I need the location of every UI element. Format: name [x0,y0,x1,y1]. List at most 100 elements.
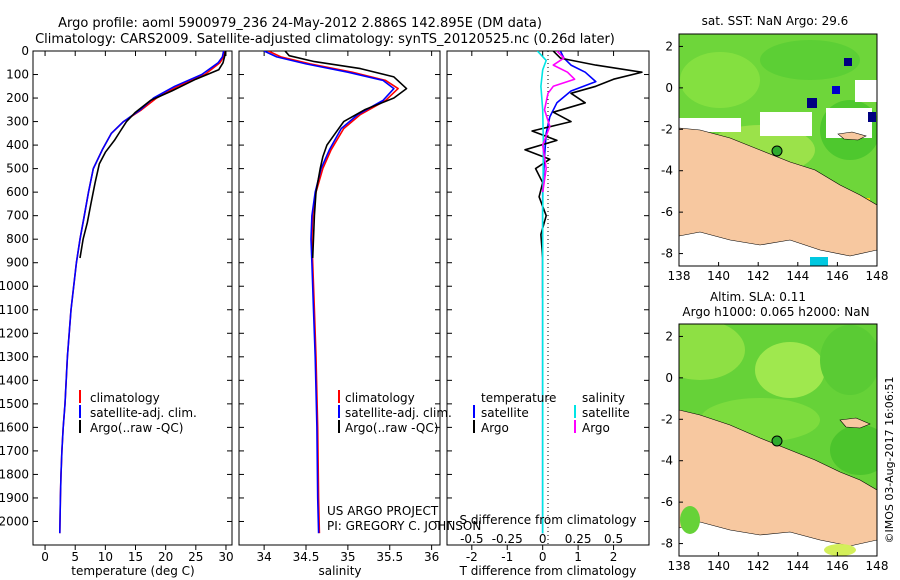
depth-tick-label: 1100 [0,303,29,317]
depth-tick-label: 400 [6,138,29,152]
map-lat-label: -2 [661,122,673,136]
depth-tick-label: 800 [6,232,29,246]
map-lat-label: 0 [665,371,673,385]
legend-argo: Argo(..raw -QC) [345,421,438,435]
temperature-legend: climatology satellite-adj. clim. Argo(..… [79,390,197,435]
map-lon-label: 140 [707,559,730,573]
map-lat-label: -6 [661,495,673,509]
depth-tick-label: 1500 [0,397,29,411]
cold-pixel [807,98,817,108]
x-tick-label: 34.5 [293,550,320,564]
depth-tick-label: 200 [6,91,29,105]
x-tick-label: 25 [188,550,203,564]
x-tick-label: 30 [218,550,233,564]
depth-axis: 0 100 200 300 400 500 600 700 800 900 1000 1100 1200… [0,44,649,528]
salinity-series [263,51,408,534]
x-tick-label: 15 [128,550,143,564]
legend-argo: Argo(..raw -QC) [90,421,183,435]
sla-map-axes: 138 140 142 144 146 148 2 0 -2 -4 -6 -8 [661,329,888,573]
series-line-argo [524,51,643,298]
depth-tick-label: 0 [21,44,29,58]
depth-tick-label: 1000 [0,279,29,293]
sst-map-title: sat. SST: NaN Argo: 29.6 [702,14,849,28]
difference-legend: temperature satellite Argo salinity sate… [473,391,630,435]
x-tick-label: -2 [466,550,478,564]
argo-float-marker [771,145,783,157]
sla-map-frame [678,323,878,557]
series-line-climatology [59,51,226,534]
temperature-panel-frame [32,50,233,546]
cold-pixel [844,58,852,66]
map-lat-label: -4 [661,454,673,468]
depth-tick-label: 100 [6,68,29,82]
x-tick-label: -1 [501,550,513,564]
legend-salinity-heading: salinity [582,391,625,405]
s-diff-tick-label: 0 [539,532,547,546]
series-line-argo-raw-qc- [79,51,227,259]
depth-tick-label: 1600 [0,420,29,434]
map-lon-label: 138 [668,269,691,283]
x-tick-label: 36 [424,550,439,564]
series-line-climatology [267,51,399,534]
map-lon-label: 138 [668,559,691,573]
depth-tick-label: 1900 [0,491,29,505]
map-lon-label: 142 [747,559,770,573]
depth-tick-label: 1800 [0,467,29,481]
depth-tick-label: 1300 [0,350,29,364]
depth-tick-label: 700 [6,209,29,223]
temperature-series [59,51,227,534]
x-tick-label: 20 [158,550,173,564]
sst-map [679,34,877,266]
land-island [837,131,867,141]
x-tick-label: 2 [610,550,618,564]
depth-tick-label: 900 [6,256,29,270]
map-lat-label: -2 [661,412,673,426]
s-diff-tick-label: -0.25 [492,532,523,546]
map-lon-label: 140 [707,269,730,283]
map-lat-label: 2 [665,39,673,53]
legend-s-argo: Argo [582,421,610,435]
sla-map-subtitle: Argo h1000: 0.065 h2000: NaN [682,305,869,319]
salinity-legend: climatology satellite-adj. clim. Argo(..… [338,390,452,435]
legend-s-satellite: satellite [582,406,630,420]
s-diff-tick-label: -0.5 [460,532,483,546]
argo-float-marker [771,435,783,447]
x-tick-label: 0 [41,550,49,564]
map-lat-label: -4 [661,164,673,178]
sst-map-axes: 138 140 142 144 146 148 2 0 -2 -4 -6 -8 [661,39,888,283]
series-line-satellite-adj-clim- [263,51,395,534]
map-lat-label: -6 [661,205,673,219]
missing-data-patch [679,118,741,132]
x-tick-label: 5 [71,550,79,564]
map-lat-label: 0 [665,81,673,95]
salinity-panel-frame [238,50,441,546]
temperature-xlabel: temperature (deg C) [71,564,194,578]
cold-pixel [868,112,876,122]
map-lat-label: -8 [661,247,673,261]
difference-series [524,51,643,534]
legend-satellite-adj: satellite-adj. clim. [345,406,452,420]
depth-tick-label: 500 [6,162,29,176]
difference-xlabel: T difference from climatology [459,564,637,578]
s-diff-tick-label: 0.25 [565,532,592,546]
map-lon-label: 146 [826,269,849,283]
series-line-satellite [536,51,548,534]
x-tick-label: 35 [340,550,355,564]
header-line-2: Climatology: CARS2009. Satellite-adjuste… [35,32,615,47]
map-lon-label: 142 [747,269,770,283]
pi-label: PI: GREGORY C. JOHNSON [327,519,481,533]
map-lon-label: 144 [786,559,809,573]
land-new-guinea [679,127,877,266]
land-island [839,417,871,429]
depth-tick-label: 600 [6,185,29,199]
cold-pixel [810,257,828,266]
legend-t-satellite: satellite [481,406,529,420]
depth-tick-label: 1200 [0,326,29,340]
map-lon-label: 144 [786,269,809,283]
x-tick-label: 35.5 [376,550,403,564]
series-line-argo [541,51,576,193]
cold-pixel [832,86,840,94]
missing-data-patch [855,80,877,102]
map-lon-label: 148 [866,269,889,283]
